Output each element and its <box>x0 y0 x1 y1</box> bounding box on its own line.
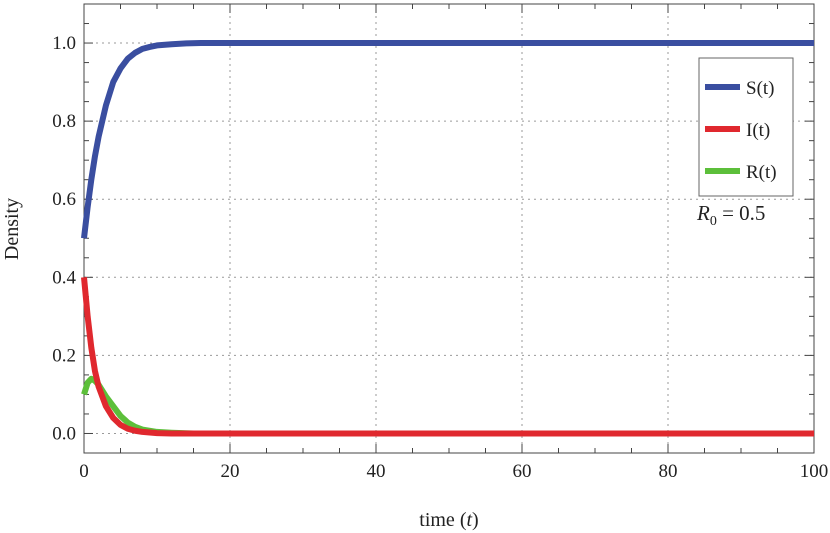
series-line-r <box>81 375 814 437</box>
series-line-i <box>81 277 814 437</box>
x-tick-label: 60 <box>513 461 532 482</box>
y-tick-label: 0.2 <box>52 345 76 366</box>
y-tick-label: 0.8 <box>52 111 76 132</box>
axis-ticks <box>83 4 815 454</box>
series-line-s <box>81 40 814 239</box>
series-lines <box>81 40 814 437</box>
legend-label-r: R(t) <box>746 162 777 183</box>
x-tick-label: 100 <box>800 461 829 482</box>
x-tick-label: 80 <box>659 461 678 482</box>
y-axis-label: Density <box>1 198 23 260</box>
legend-label-i: I(t) <box>746 120 770 141</box>
y-tick-label: 1.0 <box>52 33 76 54</box>
x-axis-label: time (t) <box>419 509 478 531</box>
y-tick-label: 0.6 <box>52 189 76 210</box>
x-tick-label: 0 <box>79 461 89 482</box>
legend-label-s: S(t) <box>746 78 775 99</box>
x-tick-label: 40 <box>367 461 386 482</box>
legend: S(t) I(t) R(t) <box>698 57 794 197</box>
x-tick-label: 20 <box>221 461 240 482</box>
r0-annotation: R0 = 0.5 <box>696 201 765 229</box>
y-tick-label: 0.0 <box>52 423 76 444</box>
y-tick-label: 0.4 <box>52 267 76 288</box>
